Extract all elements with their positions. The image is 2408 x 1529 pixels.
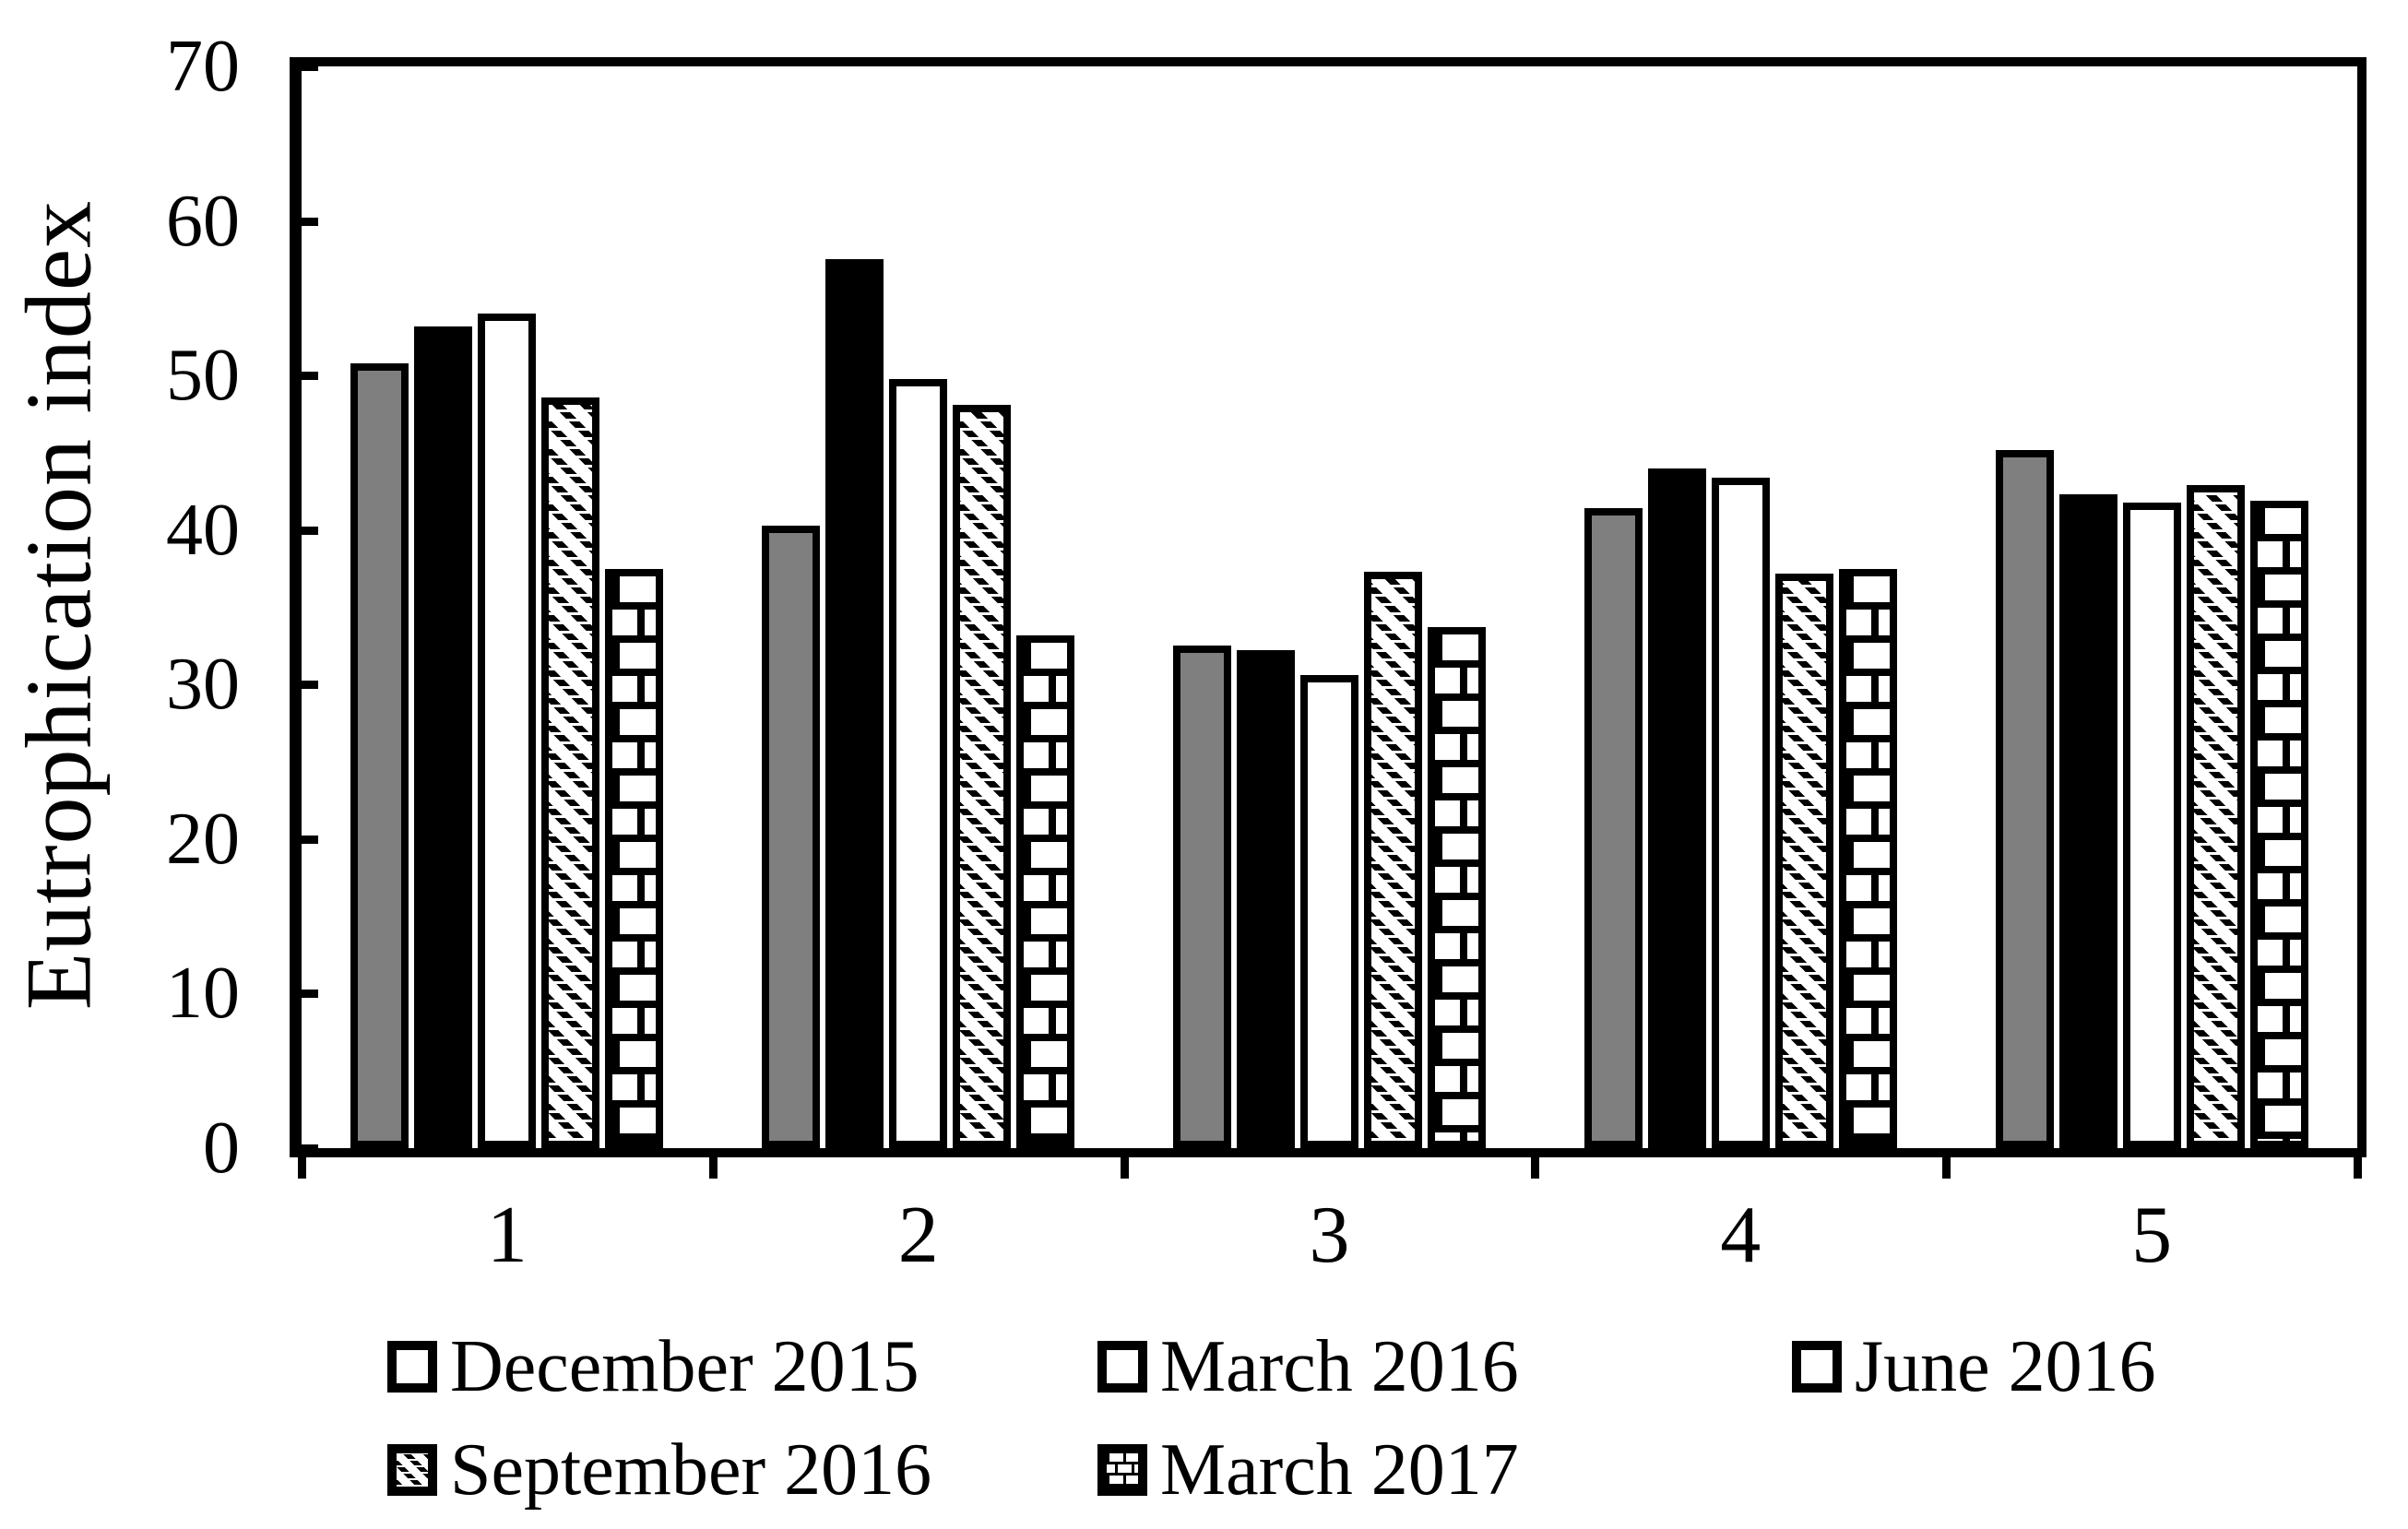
bar-june-2016-cat1 [478,314,537,1148]
bar-june-2016-cat2 [889,378,948,1148]
category-slot-5 [1946,66,2357,1148]
bar-december-2015-cat3 [1172,646,1231,1148]
y-tick-30 [302,681,318,690]
x-tick-3 [1531,1153,1540,1179]
bar-september-2016-cat2 [953,404,1012,1148]
legend-label-june-2016: June 2016 [1855,1326,2156,1407]
bar-march-2017-cat5 [2249,500,2308,1148]
bar-june-2016-cat3 [1299,675,1358,1148]
y-tick-50 [302,372,318,381]
y-tick-40 [302,526,318,535]
bar-december-2015-cat5 [1995,449,2054,1148]
plot-inner [302,66,2357,1148]
legend-item-march-2017: March 2017 [1097,1431,1519,1509]
y-tick-10 [302,990,318,999]
y-tick-label-20: 20 [166,798,240,880]
bar-march-2016-cat5 [2058,494,2117,1148]
y-tick-60 [302,217,318,226]
legend-label-december-2015: December 2015 [450,1326,919,1407]
bar-september-2016-cat3 [1363,571,1422,1148]
category-slot-3 [1124,66,1536,1148]
x-tick-1 [708,1153,718,1179]
x-category-label-1: 1 [486,1191,528,1280]
y-tick-label-50: 50 [166,335,240,417]
x-tick-4 [1942,1153,1951,1179]
legend-label-march-2016: March 2016 [1160,1326,1519,1407]
legend-swatch-brick-icon [1097,1444,1147,1496]
bar-march-2016-cat3 [1236,650,1295,1148]
legend-item-september-2016: September 2016 [387,1431,931,1509]
y-tick-20 [302,835,318,844]
x-tick-0 [298,1153,306,1179]
y-tick-label-10: 10 [166,953,240,1035]
legend-item-march-2016: March 2016 [1097,1328,1519,1405]
y-tick-0 [302,1144,318,1153]
bar-september-2016-cat4 [1774,573,1833,1148]
bar-december-2015-cat2 [762,525,821,1148]
category-slot-2 [713,66,1124,1148]
y-tick-label-70: 70 [166,26,240,107]
bar-march-2016-cat1 [414,326,473,1148]
x-category-label-5: 5 [2131,1191,2173,1280]
bar-june-2016-cat5 [2122,502,2181,1148]
plot-area [290,57,2366,1157]
legend-swatch-white-outlined-icon [1792,1341,1842,1393]
y-tick-label-40: 40 [166,489,240,571]
bar-december-2015-cat1 [350,362,409,1148]
legend-swatch-diagonal-dash-hatch-icon [387,1444,437,1496]
x-category-label-4: 4 [1720,1191,1762,1280]
legend-item-december-2015: December 2015 [387,1328,919,1405]
y-tick-label-0: 0 [203,1108,240,1189]
category-slot-4 [1535,66,1946,1148]
y-tick-70 [302,63,318,71]
legend-swatch-solid-black-icon [1097,1341,1147,1393]
bar-march-2017-cat2 [1016,634,1075,1148]
x-tick-5 [2354,1153,2362,1179]
legend-swatch-solid-gray-icon [387,1341,437,1393]
bar-june-2016-cat4 [1711,477,1770,1148]
y-tick-label-30: 30 [166,644,240,726]
bar-september-2016-cat1 [541,397,600,1148]
bar-march-2017-cat1 [605,568,664,1148]
bar-march-2017-cat3 [1427,627,1486,1148]
x-category-label-2: 2 [897,1191,939,1280]
legend-label-september-2016: September 2016 [450,1429,932,1511]
legend-label-march-2017: March 2017 [1160,1429,1519,1511]
bar-march-2016-cat4 [1647,468,1706,1148]
category-slot-1 [302,66,713,1148]
legend-item-june-2016: June 2016 [1792,1328,2156,1405]
y-axis-title: Eutrophication index [6,199,112,1011]
x-tick-2 [1120,1153,1129,1179]
bar-september-2016-cat5 [2186,485,2245,1148]
y-tick-label-60: 60 [166,180,240,262]
bar-march-2017-cat4 [1838,568,1897,1148]
x-category-label-3: 3 [1309,1191,1350,1280]
bar-march-2016-cat2 [825,259,884,1148]
bar-december-2015-cat4 [1584,508,1643,1148]
